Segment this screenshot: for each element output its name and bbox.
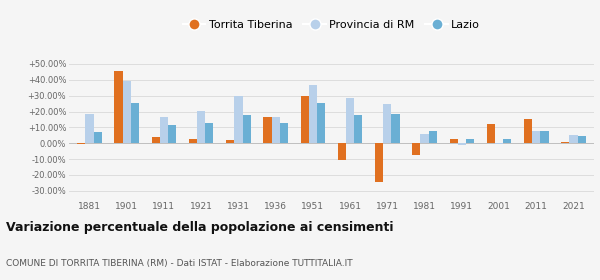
Bar bbox=[532, 131, 541, 143]
Bar bbox=[280, 123, 288, 143]
Bar bbox=[301, 96, 309, 143]
Bar bbox=[412, 143, 421, 155]
Bar bbox=[383, 104, 391, 143]
Bar bbox=[235, 96, 242, 143]
Bar bbox=[503, 139, 511, 143]
Bar bbox=[152, 137, 160, 143]
Text: COMUNE DI TORRITA TIBERINA (RM) - Dati ISTAT - Elaborazione TUTTITALIA.IT: COMUNE DI TORRITA TIBERINA (RM) - Dati I… bbox=[6, 259, 353, 268]
Bar bbox=[122, 81, 131, 143]
Bar bbox=[541, 131, 548, 143]
Bar bbox=[94, 132, 102, 143]
Bar bbox=[569, 135, 578, 143]
Bar bbox=[524, 120, 532, 143]
Bar bbox=[189, 139, 197, 143]
Bar bbox=[205, 123, 214, 143]
Bar bbox=[77, 143, 85, 144]
Bar bbox=[226, 140, 235, 143]
Bar bbox=[466, 139, 474, 143]
Bar bbox=[458, 143, 466, 145]
Bar bbox=[115, 71, 122, 143]
Bar bbox=[85, 114, 94, 143]
Bar bbox=[495, 143, 503, 144]
Bar bbox=[263, 117, 272, 143]
Text: Variazione percentuale della popolazione ai censimenti: Variazione percentuale della popolazione… bbox=[6, 221, 394, 234]
Bar bbox=[338, 143, 346, 160]
Bar bbox=[561, 142, 569, 143]
Bar bbox=[160, 117, 168, 143]
Bar bbox=[242, 115, 251, 143]
Bar bbox=[317, 103, 325, 143]
Bar bbox=[354, 115, 362, 143]
Bar bbox=[578, 136, 586, 143]
Bar bbox=[346, 98, 354, 143]
Legend: Torrita Tiberina, Provincia di RM, Lazio: Torrita Tiberina, Provincia di RM, Lazio bbox=[179, 16, 484, 35]
Bar bbox=[131, 103, 139, 143]
Bar bbox=[391, 114, 400, 143]
Bar bbox=[272, 117, 280, 143]
Bar bbox=[168, 125, 176, 143]
Bar bbox=[487, 124, 495, 143]
Bar bbox=[428, 131, 437, 143]
Bar bbox=[421, 134, 428, 143]
Bar bbox=[197, 111, 205, 143]
Bar bbox=[375, 143, 383, 182]
Bar bbox=[449, 139, 458, 143]
Bar bbox=[309, 85, 317, 143]
